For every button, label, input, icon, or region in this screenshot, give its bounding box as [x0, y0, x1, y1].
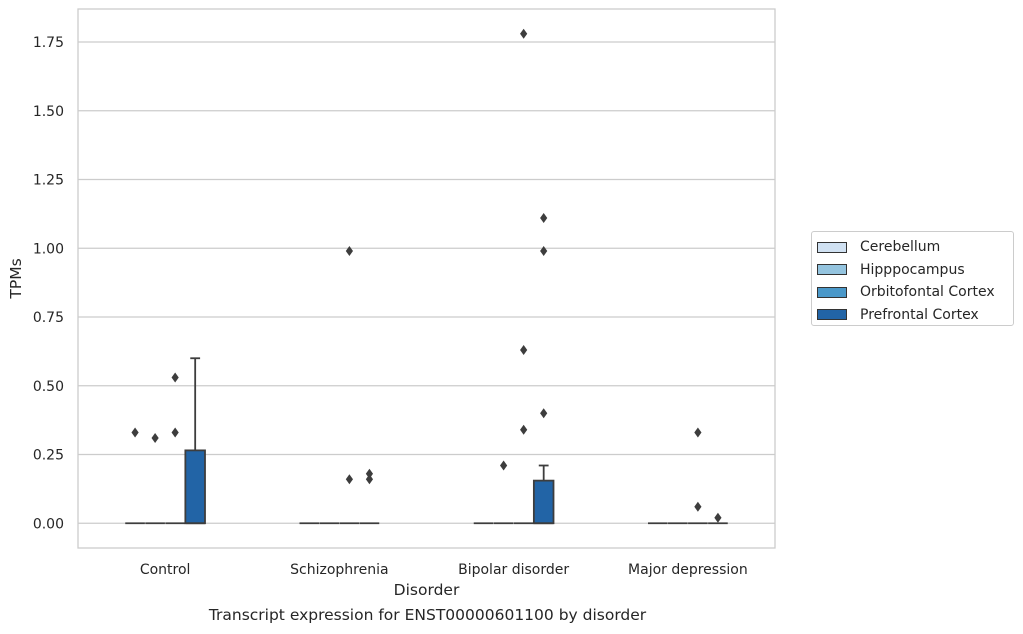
y-tick-label: 1.50	[33, 104, 64, 120]
plot-frame	[77, 8, 776, 549]
y-tick-label: 1.75	[33, 35, 64, 51]
x-tick-label: Control	[140, 562, 191, 578]
outlier-point	[345, 246, 353, 256]
gridlines	[78, 41, 775, 524]
legend: Cerebellum Hipppocampus Orbitofontal Cor…	[811, 231, 1014, 326]
outlier-point	[151, 433, 159, 443]
box	[184, 449, 206, 525]
legend-item-prefrontal-cortex: Prefrontal Cortex	[817, 304, 1013, 327]
legend-swatch-orbitofrontal-cortex	[817, 286, 847, 298]
y-tick-label: 0.00	[33, 516, 64, 532]
y-tick-label: 0.25	[33, 448, 64, 464]
outlier-point	[694, 501, 702, 512]
y-tick-label: 0.75	[33, 310, 64, 326]
legend-item-cerebellum: Cerebellum	[817, 236, 1013, 259]
outlier-point	[520, 345, 528, 355]
x-tick-labels: Control Schizophrenia Bipolar disorder Majo…	[140, 562, 748, 578]
outlier-point	[540, 213, 548, 223]
y-tick-labels: 0.00 0.25 0.50 0.75 1.00 1.25 1.50 1.75	[33, 35, 64, 532]
outlier-point	[500, 460, 508, 471]
outlier-point	[365, 474, 374, 485]
outlier-point	[714, 512, 722, 523]
outlier-point	[520, 28, 528, 39]
y-tick-label: 1.25	[33, 173, 64, 189]
legend-swatch-prefrontal-cortex	[817, 309, 847, 321]
outlier-point	[540, 246, 548, 256]
outlier-point	[694, 427, 702, 438]
box-plot-marks	[125, 28, 728, 525]
y-tick-label: 0.50	[33, 379, 64, 395]
legend-label: Hipppocampus	[860, 261, 965, 278]
outlier-point	[171, 427, 179, 438]
legend-label: Orbitofontal Cortex	[860, 284, 995, 301]
legend-swatch-hippocampus	[817, 264, 847, 276]
outlier-point	[540, 408, 548, 419]
outlier-point	[171, 372, 179, 383]
outlier-point	[520, 424, 528, 435]
y-tick-label: 1.00	[33, 241, 64, 257]
legend-label: Prefrontal Cortex	[860, 306, 979, 323]
legend-swatch-cerebellum	[817, 241, 847, 253]
legend-item-orbitofrontal-cortex: Orbitofontal Cortex	[817, 281, 1013, 304]
x-tick-label: Major depression	[628, 562, 748, 578]
chart-caption: Transcript expression for ENST0000060110…	[208, 606, 647, 624]
outlier-point	[345, 474, 353, 485]
legend-label: Cerebellum	[860, 239, 941, 256]
outlier-point	[131, 427, 139, 438]
x-tick-label: Bipolar disorder	[458, 562, 569, 578]
x-tick-label: Schizophrenia	[290, 562, 388, 578]
x-axis-label: Disorder	[394, 581, 460, 599]
box	[532, 479, 555, 525]
y-axis-label: TPMs	[7, 258, 25, 299]
legend-item-hippocampus: Hipppocampus	[817, 259, 1013, 282]
outlier-point	[365, 468, 374, 479]
